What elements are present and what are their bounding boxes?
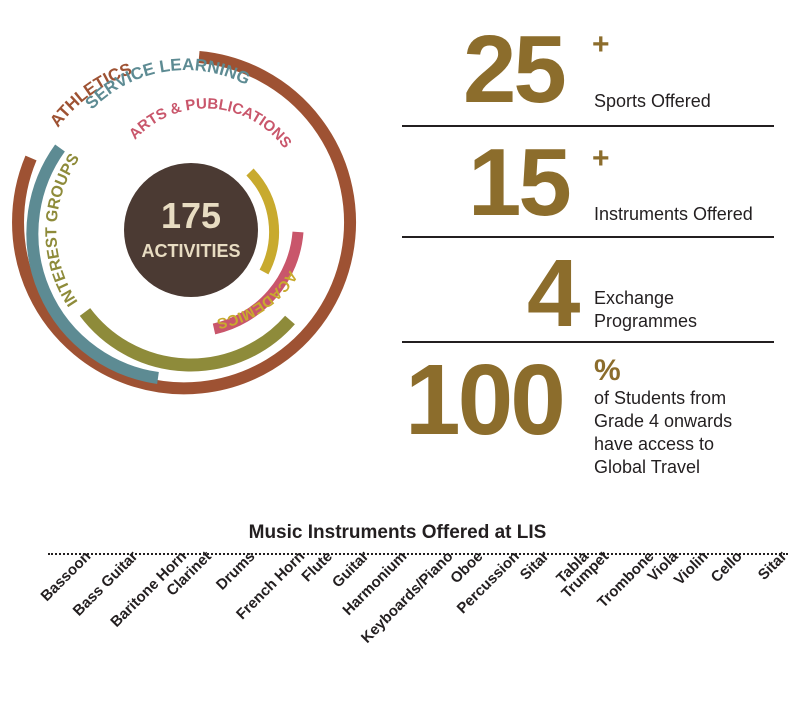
arts-publications-ring	[212, 231, 304, 335]
instrument-label: Sitar	[516, 547, 553, 584]
academics-ring	[246, 168, 279, 275]
stat-exchange-label-line2: Programmes	[594, 311, 698, 331]
stat-travel-suffix: %	[594, 354, 621, 387]
stat-instruments-value: 15	[468, 129, 572, 236]
activities-count: 175	[161, 195, 221, 236]
instrument-label: Cello	[707, 547, 746, 586]
athletics-ring	[12, 51, 357, 395]
stat-divider	[402, 341, 774, 343]
stat-travel-label-line3: have access to	[594, 434, 715, 454]
instrument-label: Sitar	[754, 547, 791, 584]
activities-ring-diagram: 175 ACTIVITIES ATHLETICS SERVICE LEARNIN…	[12, 51, 357, 395]
service-learning-ring	[26, 144, 159, 384]
stat-travel-label-line1: of Students from	[594, 388, 727, 408]
stat-sports-suffix: +	[592, 28, 610, 61]
stat-divider	[402, 236, 774, 238]
stat-instruments-label: Instruments Offered	[594, 204, 753, 224]
music-dotted-divider	[48, 553, 788, 555]
stat-exchange-value: 4	[527, 240, 580, 347]
stat-sports-label: Sports Offered	[594, 91, 711, 111]
stat-divider	[402, 125, 774, 127]
activities-center	[124, 163, 258, 297]
activities-label: ACTIVITIES	[141, 241, 240, 261]
stat-instruments-suffix: +	[592, 142, 610, 175]
instrument-label: Drums	[212, 547, 259, 594]
stat-travel-value: 100	[405, 344, 566, 456]
stat-travel-label-line4: Global Travel	[594, 457, 701, 477]
music-section-title: Music Instruments Offered at LIS	[248, 522, 547, 543]
stat-travel-label-line2: Grade 4 onwards	[594, 411, 733, 431]
interest-groups-ring	[79, 308, 295, 372]
stat-exchange-label-line1: Exchange	[594, 288, 675, 308]
stat-sports-value: 25	[463, 16, 567, 123]
